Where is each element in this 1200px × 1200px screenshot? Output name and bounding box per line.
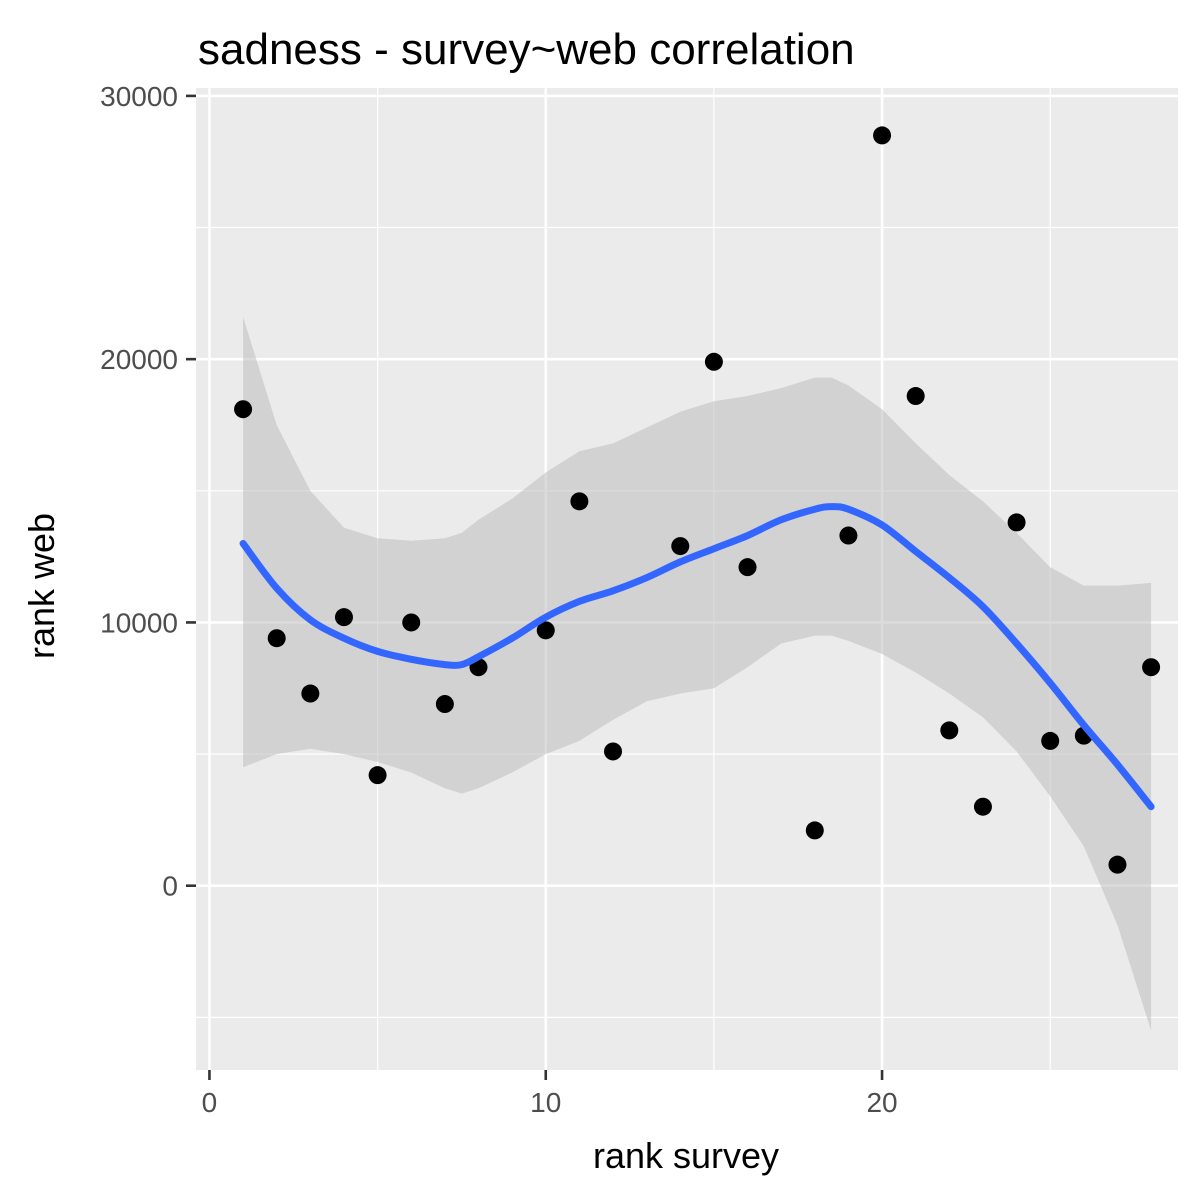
data-point — [1108, 855, 1127, 874]
x-axis-title: rank survey — [593, 1135, 779, 1176]
data-point — [570, 492, 589, 511]
data-point — [704, 352, 723, 371]
x-axis: 0 10 20 — [202, 1070, 898, 1118]
confidence-ribbon — [243, 317, 1152, 1031]
x-tick-label: 20 — [866, 1087, 897, 1118]
y-tick-label: 30000 — [100, 81, 178, 112]
smooth-trend-line — [239, 503, 1155, 811]
y-tick-label: 20000 — [100, 344, 178, 375]
chart-title: sadness - survey~web correlation — [198, 25, 855, 74]
data-points — [234, 126, 1161, 874]
data-point — [334, 608, 353, 627]
data-point — [839, 526, 858, 545]
data-point — [267, 629, 286, 648]
data-point — [234, 400, 253, 419]
data-point — [1041, 731, 1060, 750]
data-point — [435, 695, 454, 714]
x-tick-label: 10 — [530, 1087, 561, 1118]
y-tick-label: 10000 — [100, 607, 178, 638]
data-point — [906, 387, 925, 406]
y-axis: 0 10000 20000 30000 — [100, 81, 196, 902]
x-tick-label: 0 — [202, 1087, 218, 1118]
data-point — [805, 821, 824, 840]
y-tick-label: 0 — [162, 871, 178, 902]
data-point — [1007, 513, 1026, 532]
data-point — [368, 766, 387, 785]
data-point — [402, 613, 421, 632]
data-point — [873, 126, 892, 145]
data-point — [536, 621, 555, 640]
data-point — [604, 742, 623, 761]
y-axis-title: rank web — [21, 513, 62, 659]
data-point — [1142, 658, 1161, 677]
data-point — [940, 721, 959, 740]
data-point — [301, 684, 320, 703]
data-point — [738, 558, 757, 577]
data-point — [671, 537, 690, 556]
data-point — [973, 797, 992, 816]
